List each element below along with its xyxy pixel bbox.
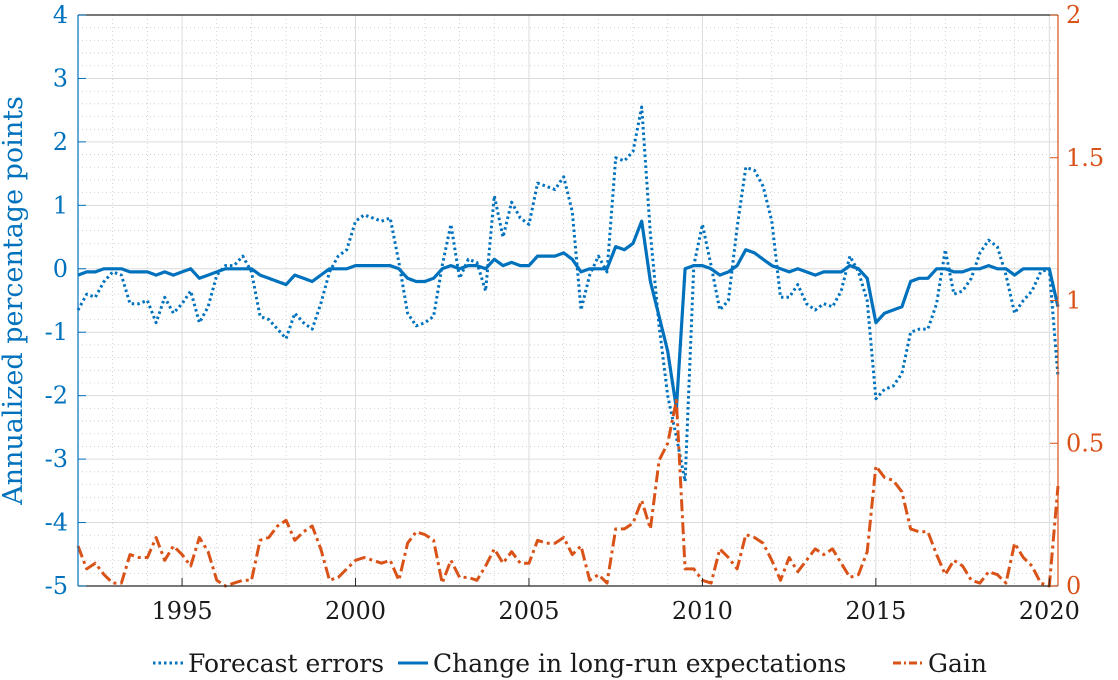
y-tick-label: 2 (53, 128, 68, 156)
y-right-tick-label: 1.5 (1066, 144, 1104, 172)
y-right-tick-label: 0.5 (1066, 429, 1104, 457)
y-tick-label: 1 (53, 191, 68, 219)
y-right-tick-label: 2 (1066, 1, 1081, 29)
x-tick-label: 2015 (845, 597, 906, 625)
y-axis-label: Annualized percentage points (0, 96, 29, 506)
y-tick-label: -5 (45, 572, 68, 600)
x-tick-label: 2010 (672, 597, 733, 625)
legend: Forecast errors Change in long-run expect… (153, 649, 987, 678)
x-tick-label: 2020 (1019, 597, 1080, 625)
y-right-tick-label: 0 (1066, 572, 1081, 600)
y-tick-label: 4 (53, 1, 68, 29)
legend-label: Forecast errors (188, 649, 384, 678)
legend-label: Change in long-run expectations (433, 649, 846, 678)
legend-label: Gain (928, 649, 987, 678)
y-tick-label: -4 (45, 509, 68, 537)
y-tick-label: -3 (45, 445, 68, 473)
y-tick-label: -2 (45, 382, 68, 410)
x-tick-label: 2000 (325, 597, 386, 625)
y-tick-label: 0 (53, 255, 68, 283)
series-layer (76, 105, 1060, 588)
x-tick-label: 2005 (498, 597, 559, 625)
ticks-layer: -5 -4 -3 -2 -1 0 1 2 3 4 0 0.5 1 1.5 2 1995 2000 2005 2010… (45, 1, 1105, 625)
series-line-gain (76, 398, 1060, 588)
y-tick-label: -1 (45, 318, 68, 346)
x-tick-label: 1995 (152, 597, 213, 625)
y-tick-label: 3 (53, 64, 68, 92)
series-line-change-in-long-run-expectations (77, 219, 1060, 410)
y-right-tick-label: 1 (1066, 287, 1081, 315)
